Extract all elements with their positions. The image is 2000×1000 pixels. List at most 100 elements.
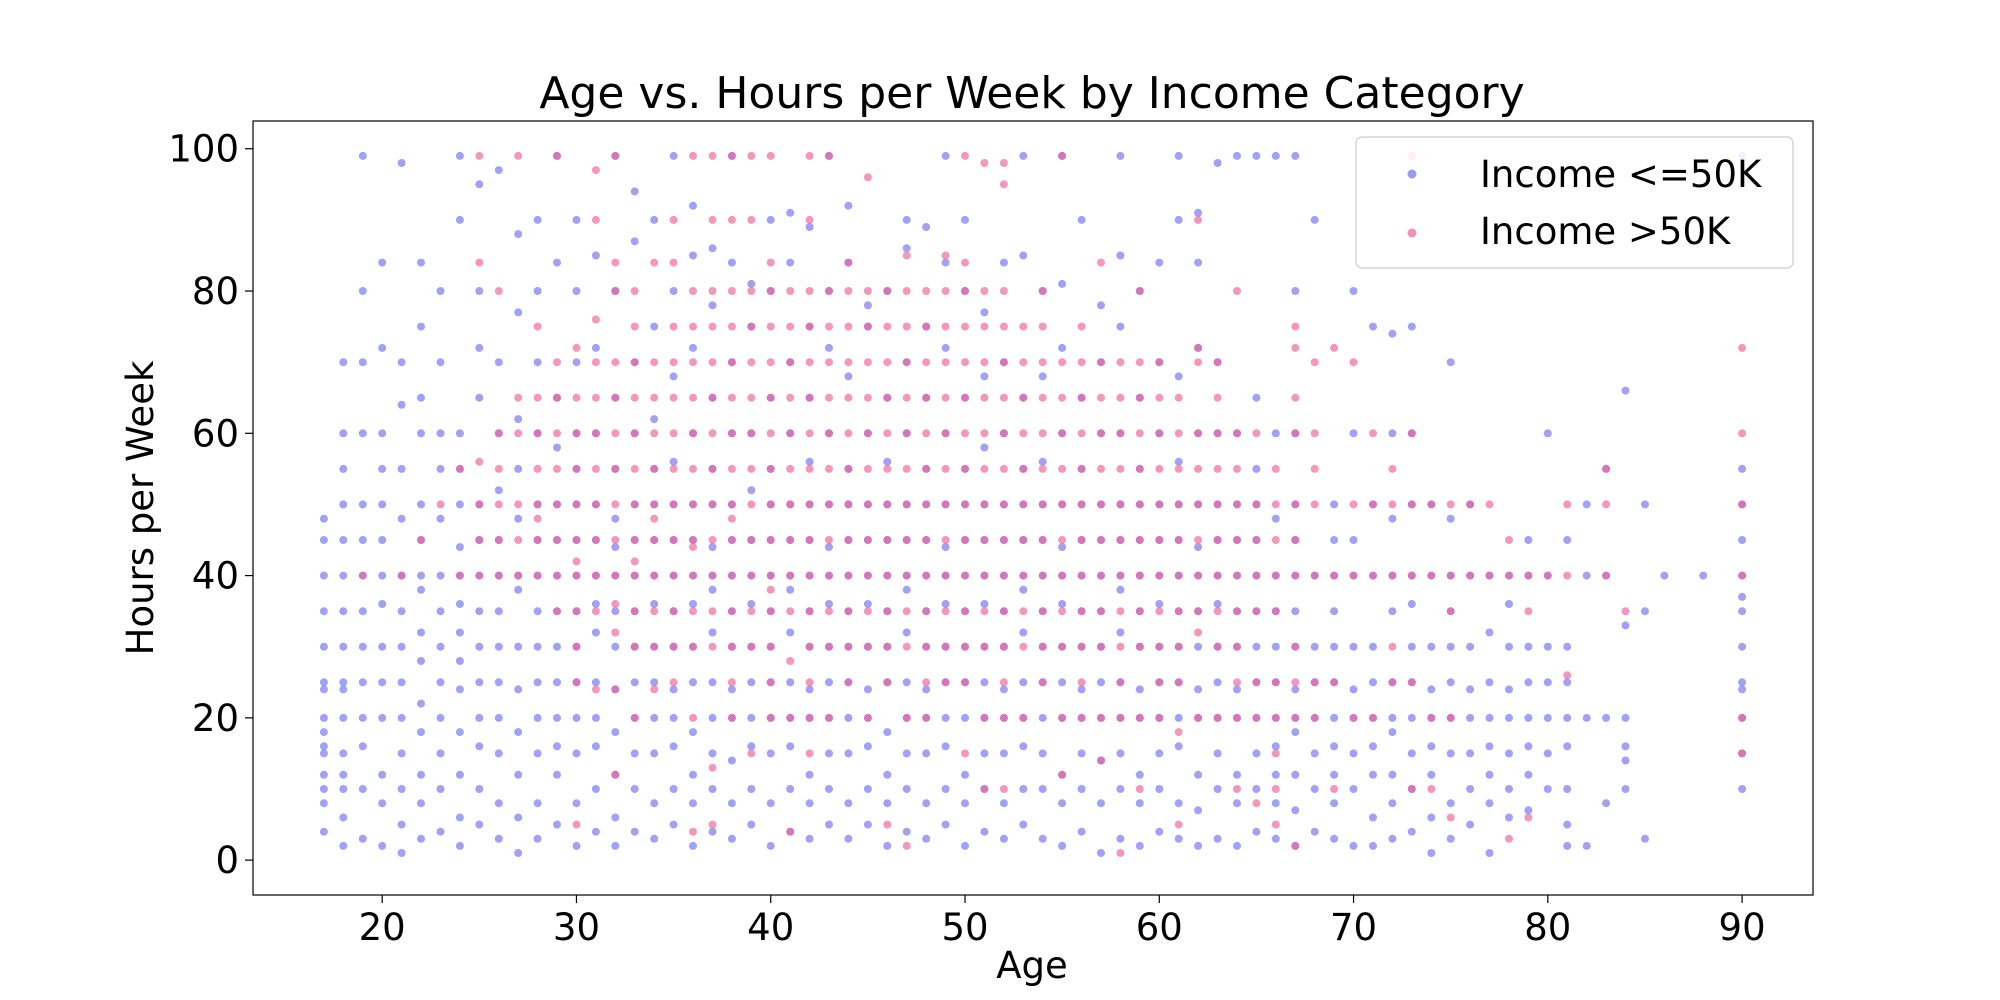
- data-point: [1738, 500, 1747, 509]
- data-point: [611, 500, 620, 509]
- data-point: [1485, 770, 1494, 779]
- data-point: [455, 770, 464, 779]
- data-point: [1427, 770, 1436, 779]
- data-point: [1213, 159, 1222, 167]
- data-point: [1058, 642, 1067, 651]
- data-point: [805, 799, 814, 808]
- data-point: [1349, 358, 1358, 367]
- data-point: [630, 393, 639, 402]
- data-point: [727, 756, 736, 765]
- data-point: [727, 642, 736, 651]
- data-point: [1310, 500, 1319, 509]
- data-point: [863, 713, 872, 722]
- data-point: [553, 393, 561, 402]
- data-point: [1291, 685, 1300, 694]
- data-point: [417, 585, 425, 594]
- data-point: [1135, 642, 1144, 651]
- data-point: [941, 151, 950, 160]
- data-point: [999, 358, 1008, 367]
- data-point: [436, 713, 445, 722]
- data-point: [1388, 642, 1397, 651]
- data-point: [417, 628, 425, 637]
- data-point: [650, 393, 659, 402]
- data-point: [922, 287, 931, 295]
- data-point: [553, 607, 561, 616]
- data-point: [1038, 749, 1047, 758]
- data-point: [999, 642, 1008, 651]
- data-point: [1330, 799, 1339, 808]
- data-point: [708, 244, 717, 253]
- data-point: [1077, 607, 1086, 616]
- data-point: [941, 642, 950, 651]
- data-point: [1563, 742, 1572, 751]
- data-point: [1330, 834, 1339, 843]
- data-point: [1077, 322, 1086, 331]
- data-point: [1427, 500, 1436, 509]
- data-point: [883, 820, 892, 829]
- data-point: [825, 607, 833, 616]
- data-point: [1563, 642, 1572, 651]
- data-point: [1174, 457, 1183, 466]
- data-point: [319, 770, 328, 779]
- data-point: [591, 500, 600, 509]
- data-point: [708, 500, 717, 509]
- data-point: [1213, 642, 1222, 651]
- data-point: [436, 571, 445, 580]
- data-point: [630, 464, 639, 473]
- data-point: [1252, 749, 1261, 758]
- data-point: [727, 536, 736, 544]
- data-point: [1349, 287, 1358, 295]
- data-point: [1407, 500, 1416, 509]
- data-point: [1466, 571, 1475, 580]
- data-point: [1155, 571, 1164, 580]
- data-point: [1038, 457, 1047, 466]
- data-point: [572, 429, 581, 438]
- data-point: [999, 429, 1008, 438]
- data-point: [844, 536, 853, 544]
- data-point: [630, 571, 639, 580]
- data-point: [1038, 358, 1047, 367]
- data-point: [941, 543, 950, 552]
- data-point: [514, 429, 523, 438]
- data-point: [358, 642, 367, 651]
- data-point: [436, 514, 445, 523]
- data-point: [319, 607, 328, 616]
- data-point: [1543, 642, 1552, 651]
- data-point: [475, 785, 484, 793]
- data-point: [1038, 429, 1047, 438]
- data-point: [397, 849, 406, 857]
- data-point: [902, 678, 911, 687]
- data-point: [358, 742, 367, 751]
- data-point: [1174, 713, 1183, 722]
- data-point: [339, 464, 348, 473]
- data-point: [1019, 628, 1028, 637]
- data-point: [902, 827, 911, 836]
- data-point: [650, 685, 659, 694]
- data-point: [1252, 713, 1261, 722]
- data-point: [319, 799, 328, 808]
- data-point: [1233, 678, 1241, 687]
- data-point: [883, 429, 892, 438]
- data-point: [727, 429, 736, 438]
- data-point: [766, 841, 775, 850]
- data-point: [1291, 151, 1300, 160]
- data-point: [1330, 770, 1339, 779]
- data-point: [397, 400, 406, 409]
- data-point: [1446, 834, 1455, 843]
- data-point: [1135, 785, 1144, 793]
- data-points: [319, 151, 1747, 857]
- data-point: [922, 358, 931, 367]
- data-point: [1097, 849, 1105, 857]
- data-point: [591, 393, 600, 402]
- data-point: [553, 742, 561, 751]
- data-point: [922, 607, 931, 616]
- data-point: [902, 585, 911, 594]
- data-point: [630, 358, 639, 367]
- data-point: [630, 607, 639, 616]
- data-point: [1369, 841, 1377, 850]
- data-point: [1097, 799, 1105, 808]
- data-point: [786, 393, 795, 402]
- data-point: [1485, 849, 1494, 857]
- data-point: [863, 642, 872, 651]
- data-point: [689, 151, 697, 160]
